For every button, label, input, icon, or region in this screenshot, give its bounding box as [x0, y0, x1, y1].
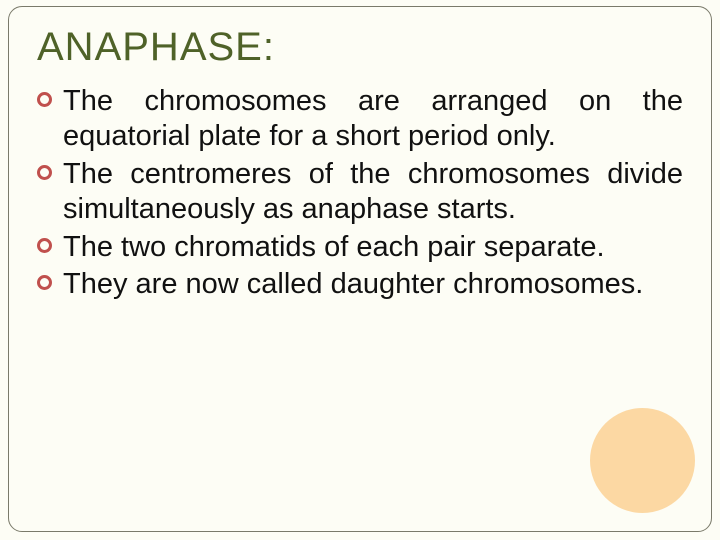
bullet-ring-icon	[37, 92, 52, 107]
bullet-ring-icon	[37, 238, 52, 253]
bullet-text: The centromeres of the chromosomes divid…	[63, 158, 683, 225]
bullet-list: The chromosomes are arranged on the equa…	[37, 84, 683, 302]
decorative-circle	[590, 408, 695, 513]
bullet-ring-icon	[37, 165, 52, 180]
slide-frame: ANAPHASE: The chromosomes are arranged o…	[8, 6, 712, 532]
slide-title: ANAPHASE:	[37, 25, 683, 70]
bullet-text: They are now called daughter chromosomes…	[63, 268, 643, 300]
list-item: They are now called daughter chromosomes…	[37, 267, 683, 302]
bullet-text: The chromosomes are arranged on the equa…	[63, 85, 683, 152]
bullet-ring-icon	[37, 275, 52, 290]
bullet-text: The two chromatids of each pair separate…	[63, 231, 605, 263]
list-item: The centromeres of the chromosomes divid…	[37, 157, 683, 228]
list-item: The chromosomes are arranged on the equa…	[37, 84, 683, 155]
list-item: The two chromatids of each pair separate…	[37, 230, 683, 265]
slide-content: ANAPHASE: The chromosomes are arranged o…	[37, 25, 683, 302]
